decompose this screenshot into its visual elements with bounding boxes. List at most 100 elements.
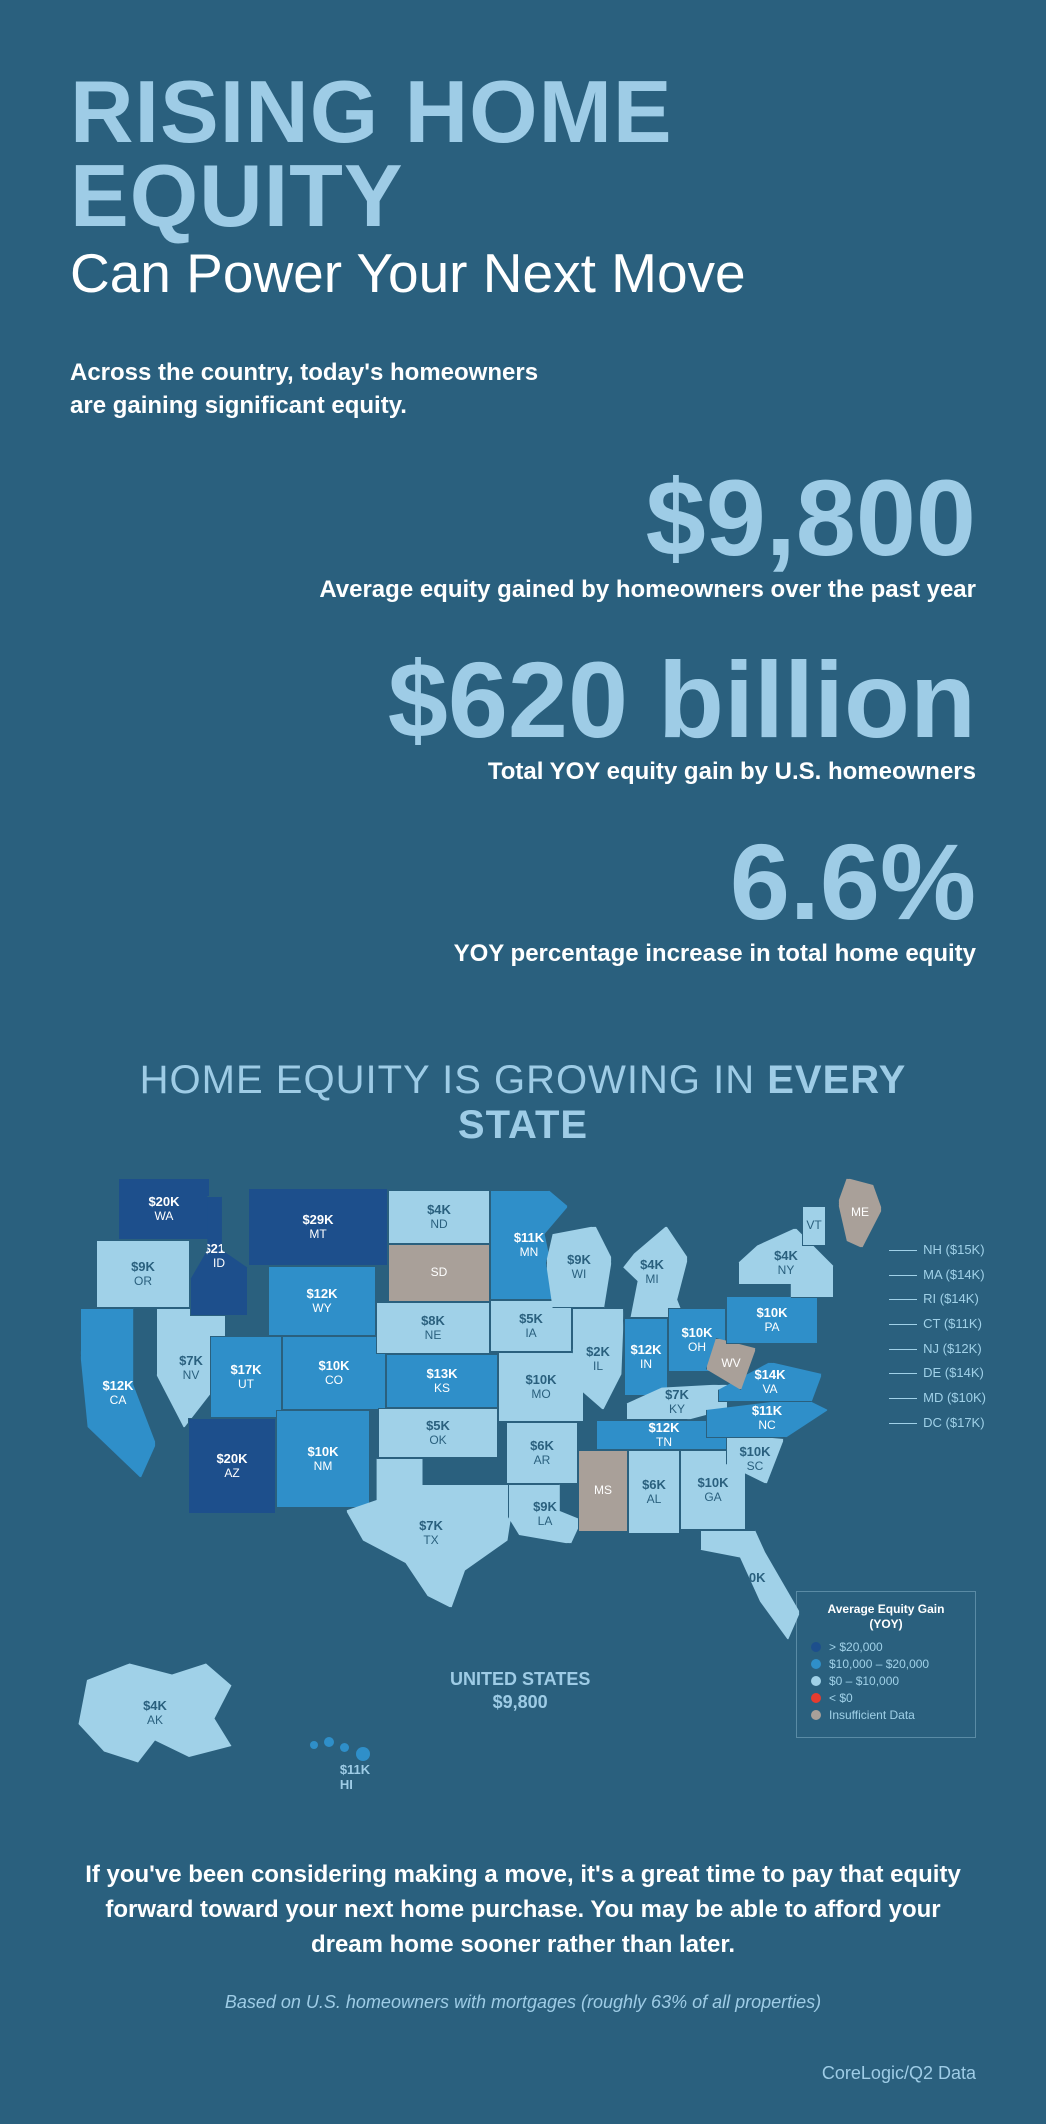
legend-dot xyxy=(811,1710,821,1720)
state-value: $2K xyxy=(586,1345,610,1360)
state-value: $10K xyxy=(739,1445,770,1460)
state-value: $6K xyxy=(642,1478,666,1493)
state-value: $8K xyxy=(421,1314,445,1329)
ne-callout: NJ ($12K) xyxy=(889,1337,986,1362)
state-wa: $20KWA xyxy=(118,1178,210,1240)
ne-callout: MA ($14K) xyxy=(889,1263,986,1288)
state-abbr: OH xyxy=(688,1341,706,1355)
intro-line: are gaining significant equity. xyxy=(70,392,407,419)
outro-text: If you've been considering making a move… xyxy=(70,1858,976,1962)
state-value: $6K xyxy=(530,1439,554,1454)
state-value: $4K xyxy=(143,1699,167,1714)
legend-row: Insufficient Data xyxy=(811,1708,961,1722)
state-sd: SD xyxy=(388,1244,490,1302)
state-abbr: MS xyxy=(594,1484,612,1498)
legend-dot xyxy=(811,1659,821,1669)
ne-callout: DC ($17K) xyxy=(889,1411,986,1436)
state-abbr: NY xyxy=(778,1264,795,1278)
state-abbr: NC xyxy=(758,1419,775,1433)
state-value: $5K xyxy=(519,1312,543,1327)
stat-block: $9,800 Average equity gained by homeowne… xyxy=(70,464,976,604)
heading-prefix: HOME EQUITY IS GROWING IN xyxy=(140,1058,768,1102)
us-map: $4K AK $11K HI UNITED STATES $9,800 NH (… xyxy=(70,1178,976,1798)
state-abbr: NM xyxy=(314,1460,333,1474)
state-value: $4K xyxy=(427,1203,451,1218)
stat-caption: Total YOY equity gain by U.S. homeowners xyxy=(70,758,976,786)
state-abbr: IA xyxy=(525,1327,536,1341)
state-ut: $17KUT xyxy=(210,1336,282,1418)
state-abbr: IL xyxy=(593,1360,603,1374)
state-value: $9K xyxy=(567,1253,591,1268)
state-wi: $9KWI xyxy=(546,1226,612,1308)
state-abbr: MI xyxy=(645,1273,658,1287)
state-abbr: MO xyxy=(531,1388,550,1402)
state-value: $12K xyxy=(306,1287,337,1302)
state-abbr: HI xyxy=(340,1777,353,1792)
stat-caption: YOY percentage increase in total home eq… xyxy=(70,940,976,968)
state-abbr: NE xyxy=(425,1329,442,1343)
state-az: $20KAZ xyxy=(188,1418,276,1514)
state-abbr: IN xyxy=(640,1358,652,1372)
state-value: $12K xyxy=(648,1421,679,1436)
state-co: $10KCO xyxy=(282,1336,386,1410)
state-value: $10K xyxy=(734,1571,765,1586)
intro-line: Across the country, today's homeowners xyxy=(70,359,538,386)
state-value: $11K xyxy=(752,1404,782,1419)
state-nm: $10KNM xyxy=(276,1410,370,1508)
ne-callout: CT ($11K) xyxy=(889,1312,986,1337)
state-abbr: PA xyxy=(764,1321,779,1335)
state-abbr: LA xyxy=(538,1515,553,1529)
legend-dot xyxy=(811,1693,821,1703)
state-value: $10K xyxy=(318,1359,349,1374)
ne-state-callouts: NH ($15K) MA ($14K) RI ($14K) CT ($11K) … xyxy=(889,1238,986,1436)
state-pa: $10KPA xyxy=(726,1296,818,1344)
footnote: Based on U.S. homeowners with mortgages … xyxy=(70,1992,976,2013)
state-abbr: WA xyxy=(155,1210,174,1224)
state-ks: $13KKS xyxy=(386,1354,498,1408)
state-abbr: VT xyxy=(806,1219,821,1233)
state-abbr: UT xyxy=(238,1378,254,1392)
state-or: $9KOR xyxy=(96,1240,190,1308)
state-abbr: TX xyxy=(423,1534,438,1548)
state-fl: $10KFL xyxy=(700,1530,800,1640)
state-value: $13K xyxy=(426,1367,457,1382)
map-legend: Average Equity Gain (YOY) > $20,000 $10,… xyxy=(796,1591,976,1738)
stat-value: $620 billion xyxy=(70,646,976,754)
state-abbr: AK xyxy=(147,1714,163,1728)
state-vt: VT xyxy=(802,1206,826,1246)
us-total-label: UNITED STATES $9,800 xyxy=(450,1668,590,1715)
source-attribution: CoreLogic/Q2 Data xyxy=(70,2063,976,2084)
state-al: $6KAL xyxy=(628,1450,680,1534)
state-abbr: FL xyxy=(743,1586,757,1600)
legend-row: $0 – $10,000 xyxy=(811,1674,961,1688)
state-abbr: ID xyxy=(213,1257,225,1271)
state-value: $4K xyxy=(640,1258,664,1273)
state-wy: $12KWY xyxy=(268,1266,376,1336)
state-abbr: SD xyxy=(431,1266,448,1280)
ne-callout: NH ($15K) xyxy=(889,1238,986,1263)
state-value: $11K xyxy=(340,1762,370,1777)
state-value: $10K xyxy=(697,1476,728,1491)
ne-callout: RI ($14K) xyxy=(889,1287,986,1312)
intro-text: Across the country, today's homeowners a… xyxy=(70,357,976,422)
state-value: $12K xyxy=(102,1379,133,1394)
state-value: $7K xyxy=(419,1519,443,1534)
us-label-value: $9,800 xyxy=(493,1692,548,1712)
state-abbr: OR xyxy=(134,1275,152,1289)
legend-row: > $20,000 xyxy=(811,1640,961,1654)
state-value: $7K xyxy=(179,1354,203,1369)
state-value: $10K xyxy=(525,1373,556,1388)
state-abbr: AL xyxy=(647,1493,662,1507)
state-ok: $5KOK xyxy=(378,1408,498,1458)
legend-title: Average Equity Gain (YOY) xyxy=(811,1602,961,1632)
state-abbr: AZ xyxy=(224,1467,239,1481)
state-abbr: NV xyxy=(183,1369,200,1383)
state-ak: $4K AK xyxy=(70,1658,240,1768)
map-heading: HOME EQUITY IS GROWING IN EVERY STATE xyxy=(70,1058,976,1148)
state-abbr: KY xyxy=(669,1403,685,1417)
ne-callout: DE ($14K) xyxy=(889,1361,986,1386)
stat-caption: Average equity gained by homeowners over… xyxy=(70,576,976,604)
state-value: $17K xyxy=(230,1363,261,1378)
state-abbr: WI xyxy=(572,1268,587,1282)
legend-dot xyxy=(811,1676,821,1686)
